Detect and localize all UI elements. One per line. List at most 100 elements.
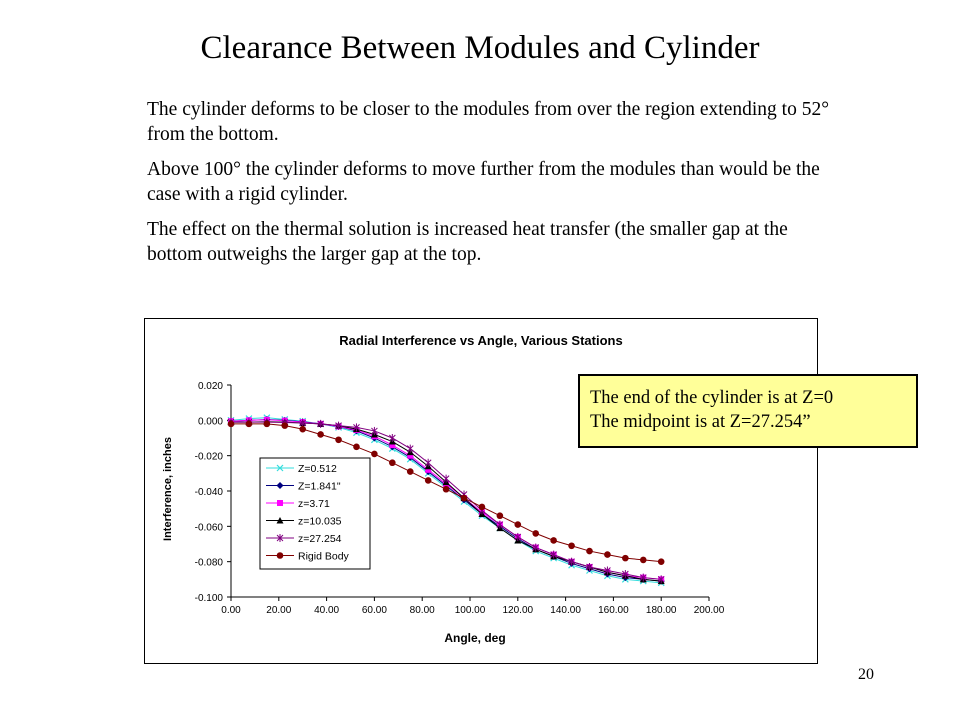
marker-circle [496,512,504,520]
x-tick-label: 80.00 [410,605,435,616]
marker-circle [299,425,306,433]
legend-label: Rigid Body [298,551,350,563]
marker-star [406,444,414,453]
marker-x [276,464,284,472]
marker-star [550,550,558,559]
marker-star [317,419,324,428]
marker-circle [371,450,378,458]
marker-circle [263,420,271,428]
marker-circle [622,554,629,562]
y-tick-label: -0.080 [195,558,224,569]
interference-chart: Radial Interference vs Angle, Various St… [162,333,725,645]
marker-star [424,458,432,467]
marker-circle [550,537,557,544]
marker-star [568,557,575,566]
marker-circle [604,551,611,558]
legend-item: z=27.254 [266,533,342,545]
marker-square [277,500,283,506]
marker-star [604,566,611,575]
marker-circle [442,485,450,493]
legend-item: Z=0.512 [266,463,337,475]
marker-circle [424,477,432,484]
marker-star [586,562,593,571]
marker-star [299,418,307,427]
marker-circle [353,443,360,451]
series-6 [227,420,665,565]
y-tick-label: -0.060 [195,522,224,533]
page-number: 20 [858,666,874,683]
marker-circle [568,542,575,550]
marker-circle [532,530,540,537]
paragraph-2: Above 100° the cylinder deforms to move … [147,159,820,205]
legend-label: Z=0.512 [298,463,337,475]
marker-star [276,534,284,542]
marker-circle [657,558,665,565]
paragraph-3: The effect on the thermal solution is in… [147,219,788,265]
y-tick-label: 0.020 [198,381,223,392]
y-tick-label: -0.020 [195,452,224,463]
marker-circle [639,556,647,564]
legend-label: Z=1.841" [298,481,341,493]
marker-star [335,421,342,430]
marker-circle [335,436,342,444]
legend-label: z=27.254 [298,533,342,545]
marker-star [371,426,378,435]
x-axis-label: Angle, deg [444,631,505,645]
marker-star [621,570,629,579]
x-tick-label: 20.00 [266,605,291,616]
chart-frame: Radial Interference vs Angle, Various St… [144,318,818,664]
chart-title: Radial Interference vs Angle, Various St… [339,333,622,348]
marker-star [639,573,647,582]
note-line-1: The end of the cylinder is at Z=0 [590,388,834,408]
x-tick-label: 100.00 [455,605,486,616]
x-tick-label: 120.00 [503,605,534,616]
body-text: The cylinder deforms to be closer to the… [147,97,847,277]
marker-circle [460,494,468,502]
marker-diamond [276,482,284,489]
legend-item: Z=1.841" [266,481,341,493]
marker-circle [586,547,593,555]
marker-star [388,434,396,442]
marker-circle [317,431,324,438]
marker-circle [478,503,486,511]
legend: Z=0.512 Z=1.841" z=3.71 z=10.035 z=27.254 Rig… [259,457,371,570]
y-tick-label: -0.040 [195,487,224,498]
legend-box [259,457,371,570]
marker-circle [227,420,235,428]
y-axis-label: Interference, inches [162,437,174,541]
x-tick-label: 200.00 [694,605,725,616]
marker-square [389,442,396,449]
note-line-2: The midpoint is at Z=27.254” [590,412,811,432]
marker-star [657,575,665,584]
marker-circle [514,521,522,528]
legend-label: z=3.71 [298,498,330,510]
marker-stroke [276,464,284,472]
legend-item: Rigid Body [266,551,350,563]
marker-star [442,474,450,483]
marker-circle [389,459,396,467]
x-tick-label: 160.00 [598,605,629,616]
y-tick-label: 0.000 [198,416,223,427]
x-tick-label: 60.00 [362,605,387,616]
legend-item: z=10.035 [266,516,342,528]
marker-triangle [276,517,284,524]
x-tick-label: 40.00 [314,605,339,616]
marker-star [353,423,360,432]
marker-star [532,543,540,552]
x-tick-label: 180.00 [646,605,677,616]
marker-circle [281,422,289,429]
x-tick-label: 0.00 [221,605,241,616]
x-tick-label: 140.00 [550,605,581,616]
slide-title: Clearance Between Modules and Cylinder [200,30,760,66]
marker-circle [406,468,414,475]
marker-circle [245,420,253,428]
marker-square [407,452,414,459]
marker-circle [276,552,284,559]
legend-item: z=3.71 [266,498,330,510]
legend-label: z=10.035 [298,516,342,528]
marker-star [514,532,522,541]
marker-square [425,466,432,473]
note-callout: The end of the cylinder is at Z=0 The mi… [578,374,918,448]
marker-star [496,520,504,529]
y-tick-label: -0.100 [195,593,224,604]
